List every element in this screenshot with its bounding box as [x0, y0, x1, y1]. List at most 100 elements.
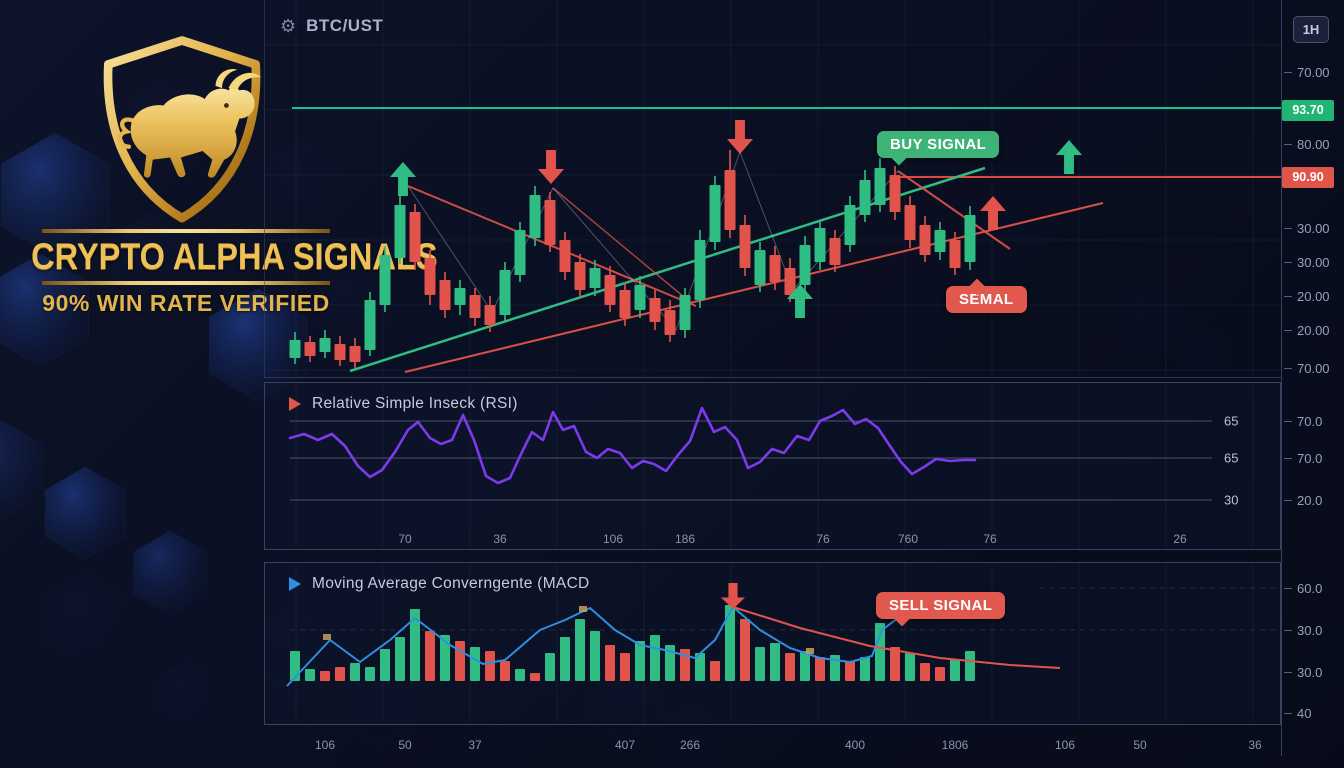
candle-body [814, 228, 826, 262]
macd-histogram-bar [785, 653, 795, 681]
candle-body [949, 240, 961, 268]
candle-body [859, 180, 871, 215]
rsi-chart: 65 65 30 70 36 106 186 76 760 76 26 [288, 383, 1254, 549]
candle-body [709, 185, 721, 242]
macd-sell-line [732, 606, 1061, 669]
axis-label: 70.0 [1284, 449, 1322, 467]
rsi-x-tick: 70 [398, 532, 412, 546]
trendline [404, 202, 1104, 373]
candle-body [319, 338, 331, 352]
macd-chart [286, 563, 1278, 723]
candle-body [424, 258, 436, 295]
macd-histogram-bar [350, 663, 360, 681]
axis-label: 40 [1284, 704, 1311, 722]
candle-body [739, 225, 751, 268]
candle-body [589, 268, 601, 288]
price-level-badge: 93.70 [1282, 99, 1334, 121]
sell-signal-badge-main: SEMAL [946, 278, 1027, 313]
macd-histogram-bar [620, 653, 630, 681]
sell-signal-badge-macd: SELL SIGNAL [876, 592, 1006, 627]
axis-tick [1284, 420, 1292, 422]
macd-histogram-bar [395, 637, 405, 681]
time-tick-label: 266 [679, 738, 701, 752]
axis-label: 70.00 [1284, 359, 1330, 377]
candle-body [559, 240, 571, 272]
candle-body [439, 280, 451, 310]
macd-histogram-bar [770, 643, 780, 681]
axis-label: 30.00 [1284, 253, 1330, 271]
macd-histogram-bar [320, 671, 330, 681]
up-arrow-icon [787, 284, 813, 318]
axis-label: 60.0 [1284, 579, 1322, 597]
hexagon [113, 212, 187, 298]
hexagon [1179, 328, 1231, 388]
macd-header: Moving Average Converngente (MACD [289, 575, 590, 593]
rsi-level-label: 65 [1224, 414, 1238, 429]
macd-histogram-bar [365, 667, 375, 681]
axis-label: 70.0 [1284, 412, 1322, 430]
rsi-title: Relative Simple Inseck (RSI) [312, 395, 518, 412]
macd-histogram-bar [740, 619, 750, 681]
down-arrow-icon [727, 120, 753, 154]
hexagon [153, 657, 227, 743]
macd-histogram-bar [305, 669, 315, 681]
up-arrow-icon [1056, 140, 1082, 174]
candle-body [529, 195, 541, 238]
candle-body [724, 170, 736, 230]
sell-signal-label: SEMAL [959, 291, 1014, 308]
rsi-marker-icon [289, 397, 301, 411]
axis-label: 20.00 [1284, 287, 1330, 305]
macd-histogram-bar [530, 673, 540, 681]
macd-histogram-bar [710, 661, 720, 681]
candle-body [769, 255, 781, 282]
rsi-header: Relative Simple Inseck (RSI) [289, 395, 518, 413]
candle-body [379, 255, 391, 305]
hexagon [655, 708, 725, 768]
macd-histogram-bar [470, 647, 480, 681]
candle-body [964, 215, 976, 262]
time-tick-label: 50 [1133, 738, 1147, 752]
buy-signal-label: BUY SIGNAL [890, 136, 987, 153]
candle-body [334, 344, 346, 360]
macd-histogram-bar [380, 649, 390, 681]
hexagon [46, 573, 124, 663]
macd-marker [579, 606, 587, 612]
macd-histogram-bar [335, 667, 345, 681]
macd-marker-icon [289, 577, 301, 591]
candle-body [544, 200, 556, 245]
macd-histogram-bar [935, 667, 945, 681]
sell-signal-label: SELL SIGNAL [889, 597, 993, 614]
chart-header: ⚙ BTC/UST [280, 16, 383, 36]
candle-body [649, 298, 661, 322]
macd-histogram-bar [605, 645, 615, 681]
hexagon [1065, 580, 1135, 660]
axis-tick [1284, 143, 1292, 145]
axis-tick [1284, 261, 1292, 263]
rsi-panel: Relative Simple Inseck (RSI) 65 65 30 70 36 1… [264, 382, 1281, 550]
settings-gear-icon[interactable]: ⚙ [280, 16, 297, 36]
rsi-x-tick: 106 [603, 532, 623, 546]
time-tick-label: 36 [1248, 738, 1262, 752]
brand-subtitle: 90% WIN RATE VERIFIED [42, 290, 330, 316]
axis-label: 80.00 [1284, 135, 1330, 153]
rsi-level-label: 65 [1224, 451, 1238, 466]
hexagon [344, 664, 416, 746]
macd-panel: Moving Average Converngente (MACD [264, 562, 1281, 725]
candle-body [694, 240, 706, 300]
axis-tick [1284, 227, 1292, 229]
macd-histogram-bar [485, 651, 495, 681]
candle-body [634, 285, 646, 310]
macd-histogram-bar [800, 651, 810, 681]
down-arrow-icon [538, 150, 564, 184]
price-axis-line [1281, 0, 1282, 756]
timeframe-badge[interactable]: 1H [1293, 16, 1329, 43]
macd-histogram-bar [665, 645, 675, 681]
candle-body [919, 225, 931, 255]
time-tick-label: 1806 [941, 738, 969, 752]
macd-histogram-bar [650, 635, 660, 681]
macd-marker [323, 634, 331, 640]
candle-body [874, 168, 886, 205]
time-tick-label: 37 [468, 738, 482, 752]
macd-histogram-bar [725, 605, 735, 681]
macd-title: Moving Average Converngente (MACD [312, 575, 590, 592]
